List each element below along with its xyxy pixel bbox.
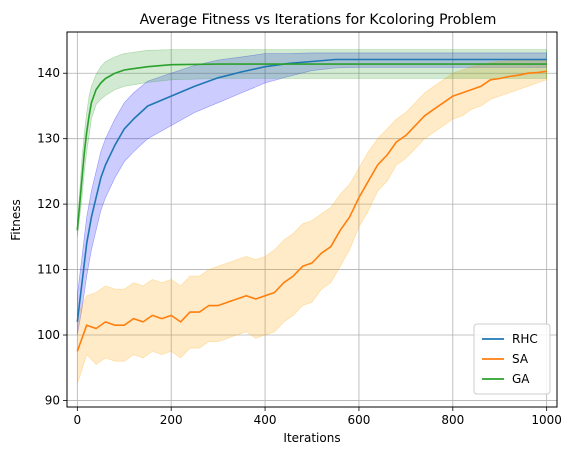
series-band-rhc xyxy=(77,52,547,336)
x-tick-label: 600 xyxy=(347,413,370,427)
series-line-sa xyxy=(76,70,547,352)
legend-label-ga: GA xyxy=(512,372,530,386)
grid-lines xyxy=(67,32,557,407)
series-band-sa xyxy=(77,59,547,385)
series-band-ga xyxy=(77,49,547,237)
y-axis: 90 100 110 120 130 140 xyxy=(37,66,67,407)
y-tick-label: 140 xyxy=(37,66,60,80)
y-tick-label: 90 xyxy=(45,393,60,407)
y-tick-label: 130 xyxy=(37,132,60,146)
x-axis-label: Iterations xyxy=(283,431,340,445)
legend-label-sa: SA xyxy=(512,352,529,366)
legend: RHC SA GA xyxy=(473,323,551,395)
y-axis-label: Fitness xyxy=(9,199,23,241)
x-tick-label: 200 xyxy=(160,413,183,427)
plot-area xyxy=(76,49,547,385)
x-tick-label: 0 xyxy=(74,413,82,427)
x-tick-label: 400 xyxy=(254,413,277,427)
chart-title: Average Fitness vs Iterations for Kcolor… xyxy=(140,12,497,28)
y-tick-label: 120 xyxy=(37,197,60,211)
y-tick-label: 110 xyxy=(37,263,60,277)
plot-frame xyxy=(66,31,558,408)
legend-box xyxy=(473,323,551,395)
series-line-ga xyxy=(76,63,547,231)
y-tick-label: 100 xyxy=(37,328,60,342)
x-tick-label: 1000 xyxy=(531,413,562,427)
series-line-rhc xyxy=(76,58,547,322)
legend-label-rhc: RHC xyxy=(512,332,538,346)
x-tick-label: 800 xyxy=(441,413,464,427)
x-axis: 0 200 400 600 800 1000 xyxy=(74,407,562,427)
